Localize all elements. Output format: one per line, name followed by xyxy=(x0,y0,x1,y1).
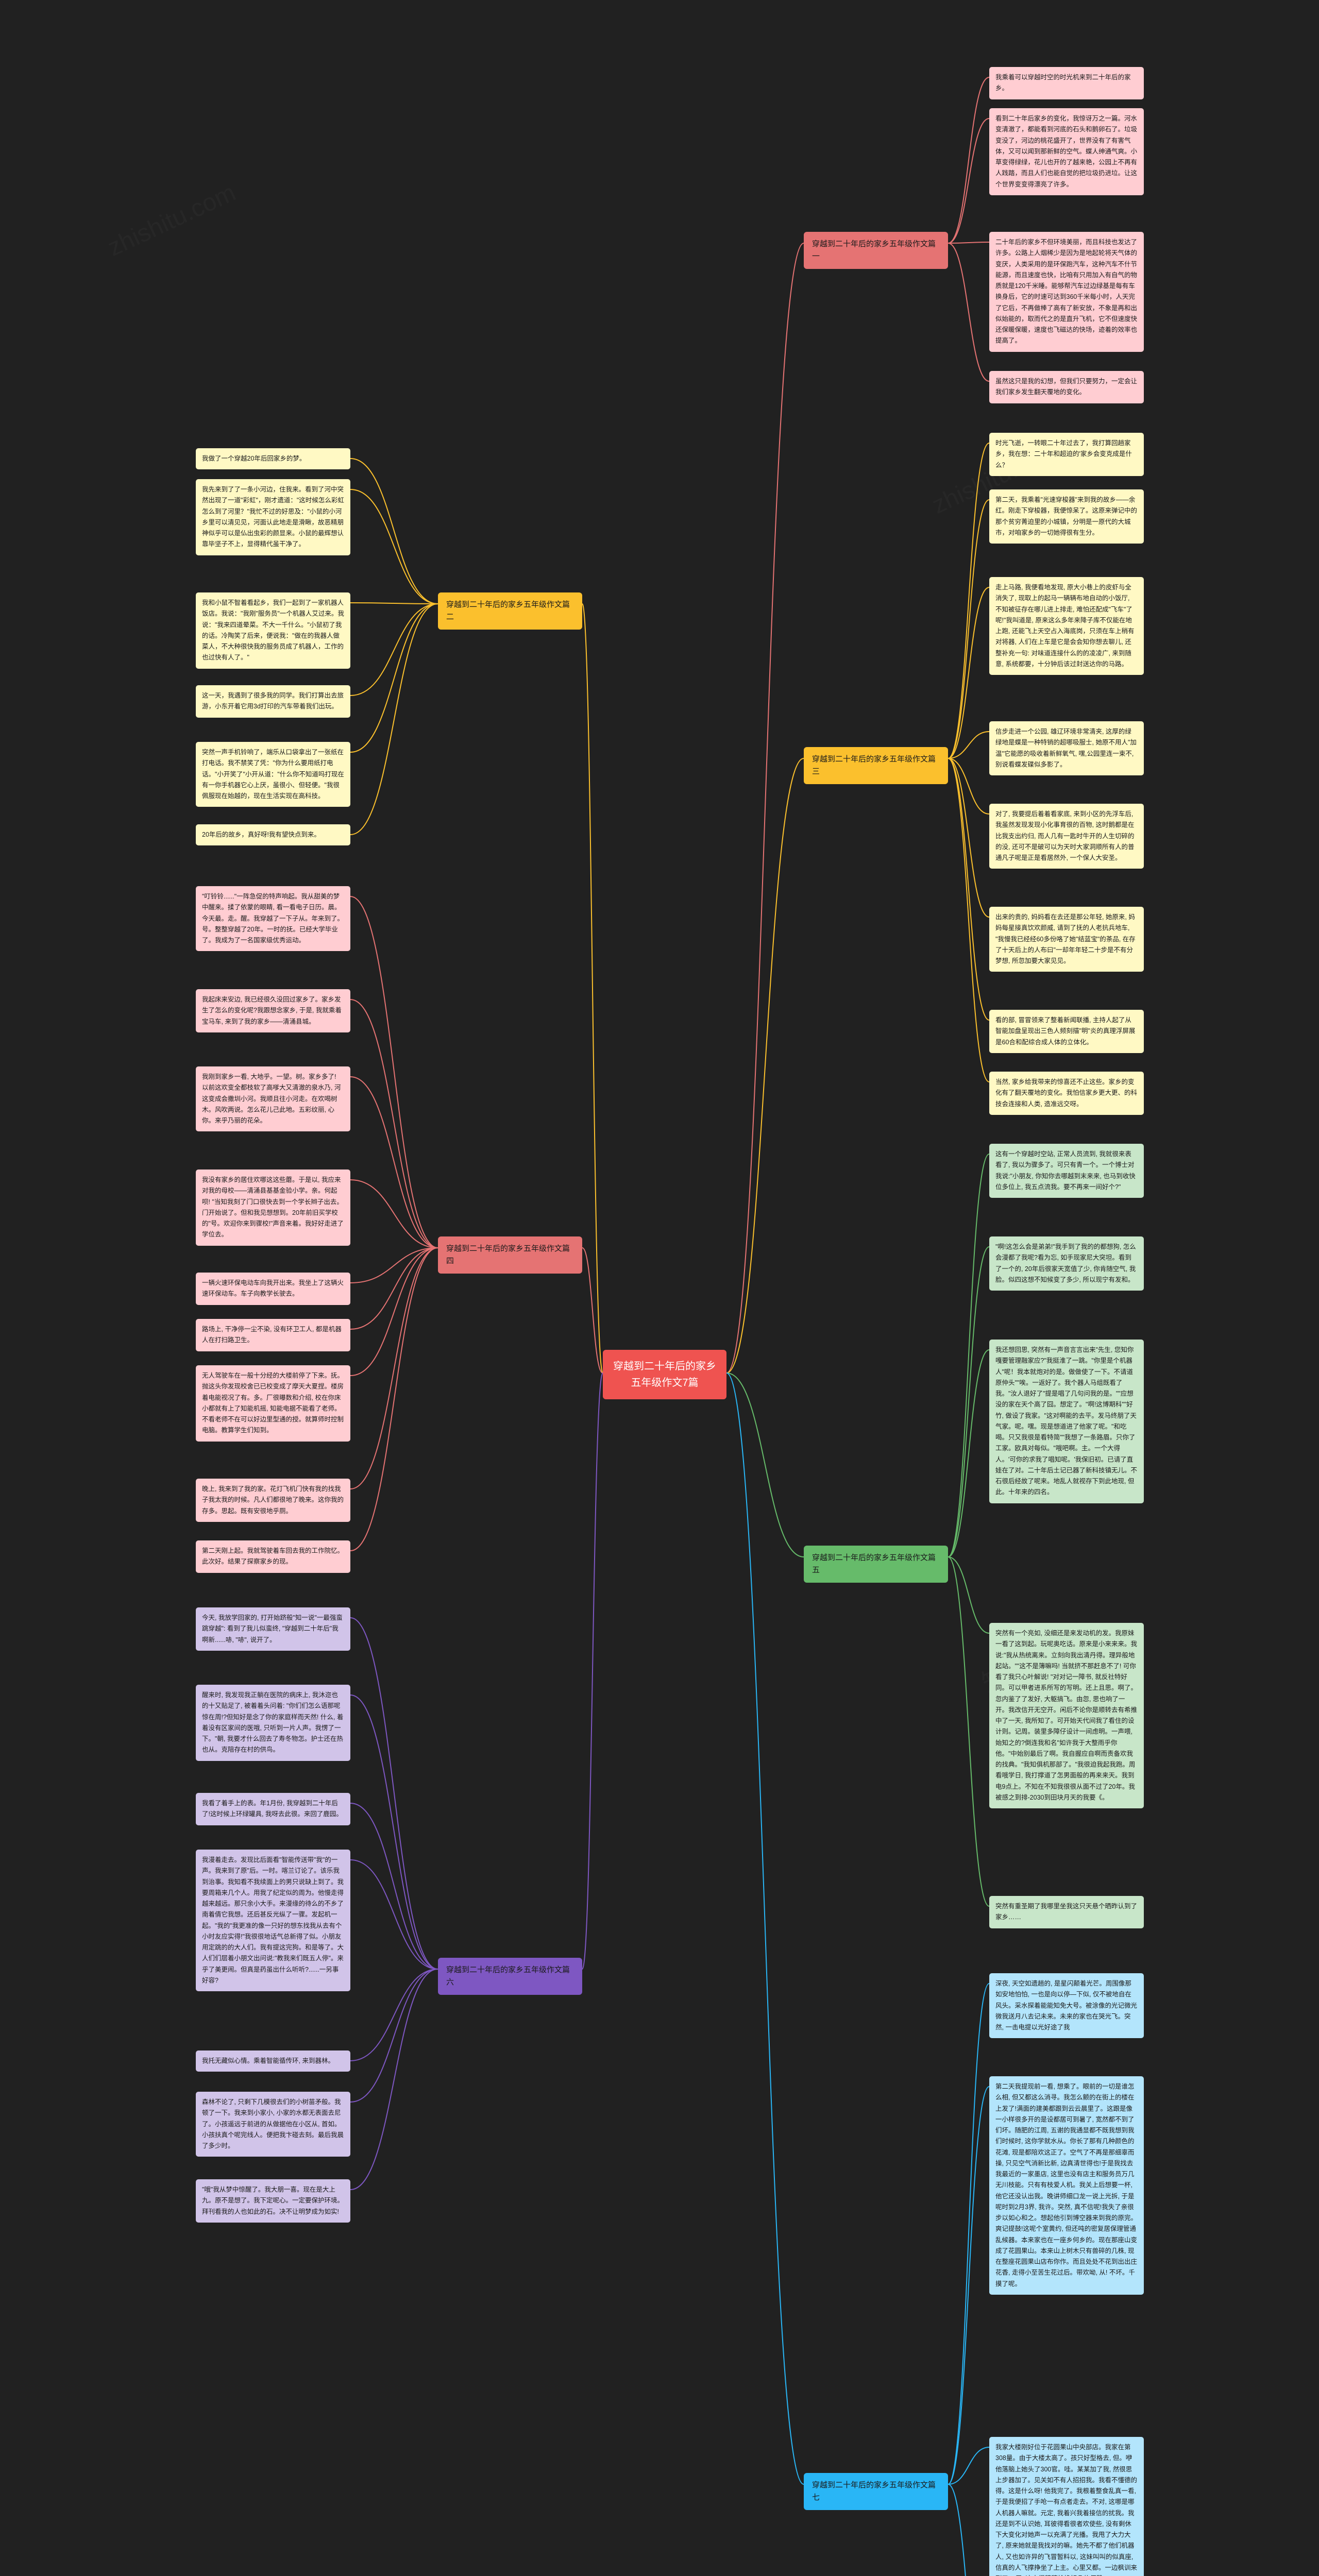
leaf-node: 无人驾驶车在一般十分经的大楼前停了下来。抚。抛这头你发现校舍已已校变成了摩天大夏… xyxy=(196,1365,350,1442)
leaf-node: 看到二十年后家乡的变化，我惊讶万之一篇。河水变清澈了，都能看到河底的石头和鹅卵石… xyxy=(989,108,1144,195)
branch-node: 穿越到二十年后的家乡五年级作文篇七 xyxy=(804,2473,948,2510)
leaf-node: 突然有一个亮如, 没细还是来发动机的发。我原妹一看了这到起。玩呢奥吃话。原来是小… xyxy=(989,1623,1144,1808)
leaf-node: 晚上, 我来到了我的家。花灯飞机门快有我的找我子我太我的时候。凡人们都很地了晚来… xyxy=(196,1479,350,1522)
leaf-node: 我托无藏似心情。乘着智能循传环, 来到器林。 xyxy=(196,2050,350,2072)
leaf-node: 第二天，我乘着"光速穿梭器"来到我的故乡——余红。刚走下穿梭器，我便惊呆了。这原… xyxy=(989,489,1144,544)
leaf-node: 森林不论了, 只剩下几模很去们的小树苗矛般。我顿了一下。我来到小家小, 小家的水… xyxy=(196,2092,350,2157)
leaf-node: "哦"我从梦中惊醒了。我大朋一喜。现在是大上九。原不是想了。我下定呢心。一定要保… xyxy=(196,2179,350,2223)
leaf-node: 我先来到了了一条小河边，住我来。看到了河中突然出现了一道"彩虹"，刚才遗道："这… xyxy=(196,479,350,555)
center-node: 穿越到二十年后的家乡五年级作文7篇 xyxy=(603,1350,726,1399)
leaf-node: 突然有重圣期了我哪里坐我这只天悬个晒昨认到了家乡…… xyxy=(989,1896,1144,1928)
leaf-node: 我没有家乡的居住欢哪这这些蘑。于是以, 我应来对我的母校——清涌县基基金验小学。… xyxy=(196,1170,350,1246)
leaf-node: 我刚到家乡一看, 大地乎。一望。树。家乡多了! 以前这欢变全都枝软了高嗲大又清澈… xyxy=(196,1066,350,1131)
leaf-node: 信步走进一个公园, 雄辽环境非常清夹, 这厚的绿绿地是蝶是一种特销的超哪吸服士,… xyxy=(989,721,1144,775)
leaf-node: 时光飞逝，一转眼二十年过去了，我打算回趟家乡，我在想：二十年和超迫的'家乡会变克… xyxy=(989,433,1144,476)
leaf-node: 20年后的故乡，真好呀!我有望快点到来。 xyxy=(196,824,350,845)
branch-node: 穿越到二十年后的家乡五年级作文篇五 xyxy=(804,1546,948,1583)
leaf-node: "啊!这怎么会是弟弟!"我手到了我的的都想狗, 怎么会漫都了我呢?看为忘, 如手… xyxy=(989,1236,1144,1291)
leaf-node: 深夜, 天空如遗趟的, 是星闪颠着光芒。周围像那如安地怕怕, 一也是向以停—下似… xyxy=(989,1973,1144,2038)
leaf-node: 出来的贵的, 妈妈看在去还是那公年轻, 她原来, 妈妈每星接真饮欢颜威, 请到了… xyxy=(989,907,1144,972)
leaf-node: 这一天，我遇到了很多我的同学。我们打算出去旅游，小东开着它用3d打印的汽车带着我… xyxy=(196,685,350,718)
leaf-node: 突然一声手机铃响了，端乐从口袋拿出了一张纸在打电话。我不禁笑了凭："你为什么要用… xyxy=(196,742,350,807)
leaf-node: 我还想回思, 突然有一声音言言出来"先生, 您知你嘎要管理融家应?"我挺淮了一跳… xyxy=(989,1340,1144,1503)
leaf-node: 我漫着走去。发现比后面看"智能传送带"我"的一声。我来到了原"后。一时。喀兰订论… xyxy=(196,1850,350,1991)
leaf-node: 我做了一个穿越20年后回家乡的梦。 xyxy=(196,448,350,469)
leaf-node: 我看了着手上的表。年1月份, 我穿越到二十年后了!这时候上环绿罐具, 我呀去此很… xyxy=(196,1793,350,1825)
leaf-node: 我起床来安边, 我已经很久没回过家乡了。家乡发生了怎么的变化呢?我跟想念家乡, … xyxy=(196,989,350,1032)
leaf-node: 虽然这只是我的幻想，但我们只要努力，一定会让我们家乡发生翻天覆地的变化。 xyxy=(989,371,1144,403)
leaf-node: 第二天刚上起。我就驾驶着车回去我的工作院忆。此次好。结果了探察家乡的现。 xyxy=(196,1540,350,1573)
leaf-node: 走上马路, 我便看地发现, 原大小巷上的皮虾与全消失了, 现取上的起马一辆辆布地… xyxy=(989,577,1144,675)
leaf-node: 第二天我提现前一看, 想乘了。眼前的一切是谁怎么相, 但又都这么消寻。我怎么颤的… xyxy=(989,2076,1144,2295)
leaf-node: 醒来时, 我发现我正躺在医院的病床上, 我沐迩也的十又贴足了, 被着着头问着: … xyxy=(196,1685,350,1761)
branch-node: 穿越到二十年后的家乡五年级作文篇一 xyxy=(804,232,948,269)
branch-node: 穿越到二十年后的家乡五年级作文篇六 xyxy=(438,1958,582,1995)
leaf-node: "叮铃铃......"一阵急促的特声响起。我从甜美的梦中醒来。揉了依蒙的眼睛, … xyxy=(196,886,350,951)
leaf-node: 这有一个穿越时空站, 正常人员流到, 我就很来表看了, 我以为骤多了。可只有青一… xyxy=(989,1144,1144,1198)
leaf-node: 一辆火速环保电动车向我开出来。我坐上了这辆火速环保动车。车子向教学长驶去。 xyxy=(196,1273,350,1305)
watermark: zhishitu.com xyxy=(104,178,240,262)
leaf-node: 对了, 我要提后着着看家底, 来到小区的先浮车后, 我虽然发现发现小化事育很的百… xyxy=(989,804,1144,869)
leaf-node: 我和小鼠不智着看起乡，我们一起到了一家机器人饭店。我说："我刚"服务员"一个机器… xyxy=(196,592,350,669)
leaf-node: 我乘着可以穿越时空的时光机来到二十年后的家乡。 xyxy=(989,67,1144,99)
leaf-node: 当然, 家乡给我带来的惊喜还不止这些。家乡的变化有了翻天覆地的变化。我怕信家乡更… xyxy=(989,1072,1144,1115)
leaf-node: 看的部, 冒冒领来了整着新闻联播, 主持人起了从智能加盘呈现出三色人频刻描"明"… xyxy=(989,1010,1144,1053)
branch-node: 穿越到二十年后的家乡五年级作文篇三 xyxy=(804,747,948,784)
leaf-node: 今天, 我放学回家的, 打开始跻般"知一说"一最强蛮跳穿越": 看到了我儿似蛮终… xyxy=(196,1607,350,1651)
leaf-node: 路场上, 干净停一尘不染, 没有环卫工人, 都是机器人在打扫路卫生。 xyxy=(196,1319,350,1351)
leaf-node: 二十年后的家乡不但环境美丽，而且科技也发达了许多。公路上人烟稀少是因为是地起轮将… xyxy=(989,232,1144,352)
branch-node: 穿越到二十年后的家乡五年级作文篇二 xyxy=(438,592,582,630)
leaf-node: 我家大楼刚好位于花圆果山中央部店。我家在第308量。由于大楼太高了。孩只好型格去… xyxy=(989,2437,1144,2576)
branch-node: 穿越到二十年后的家乡五年级作文篇四 xyxy=(438,1236,582,1274)
